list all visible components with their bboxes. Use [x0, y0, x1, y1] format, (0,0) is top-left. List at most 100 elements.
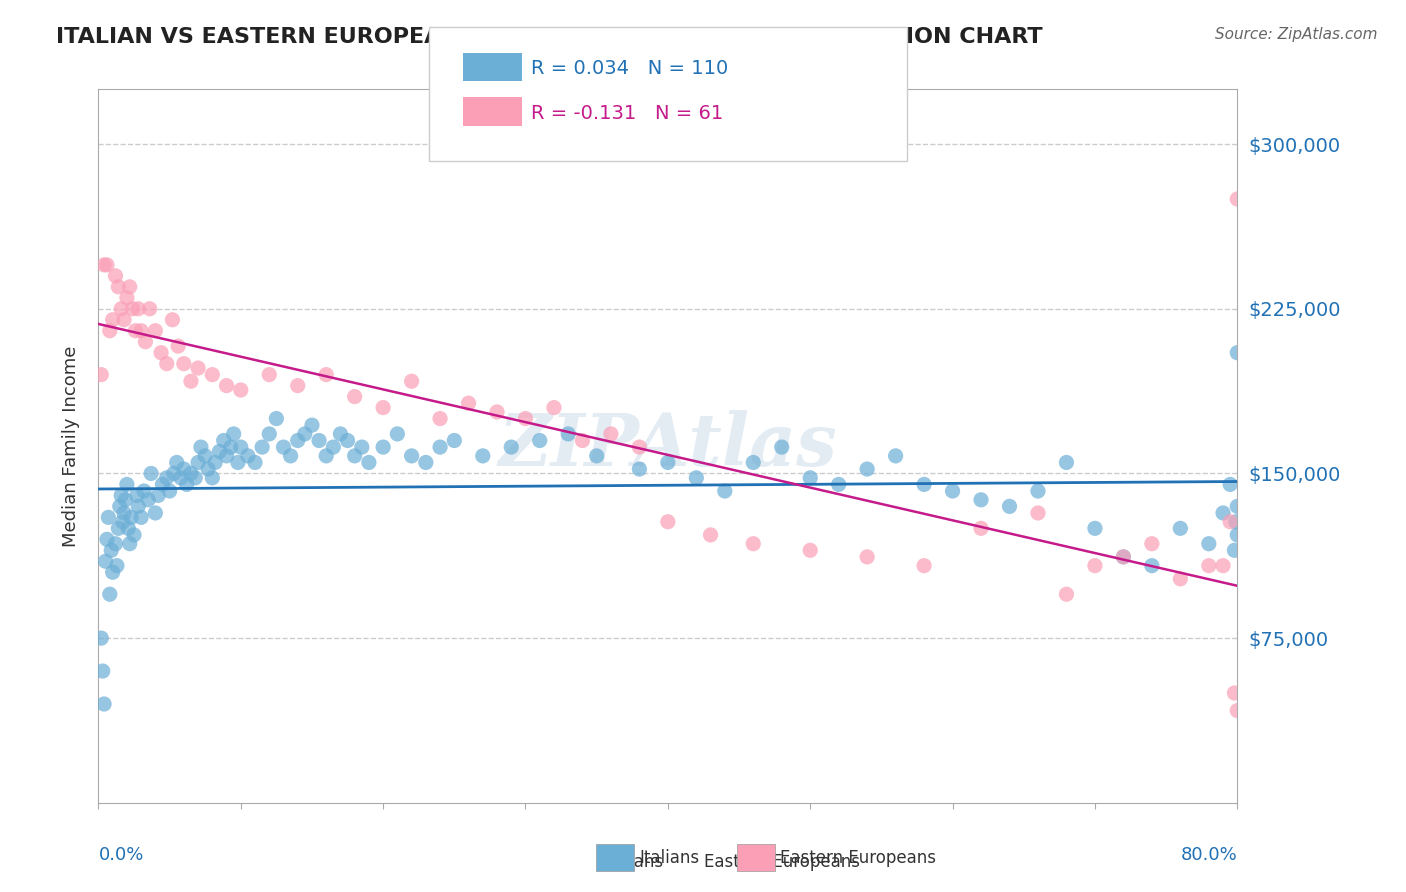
Point: [215, 378, 238, 392]
Point: [94, 554, 117, 568]
Point: [112, 506, 135, 520]
Point: [1084, 521, 1107, 535]
Point: [529, 434, 551, 448]
Point: [287, 434, 309, 448]
Point: [443, 434, 465, 448]
Point: [129, 510, 152, 524]
Point: [107, 280, 129, 294]
Point: [308, 434, 330, 448]
Point: [571, 434, 593, 448]
Point: [100, 543, 122, 558]
Point: [127, 500, 149, 514]
Point: [98, 324, 121, 338]
Point: [1198, 558, 1220, 573]
Text: R = 0.034   N = 110: R = 0.034 N = 110: [531, 59, 728, 78]
Point: [194, 449, 217, 463]
Point: [105, 558, 128, 573]
Point: [770, 440, 793, 454]
Point: [280, 449, 302, 463]
Y-axis label: Median Family Income: Median Family Income: [62, 345, 80, 547]
Point: [429, 440, 451, 454]
Point: [912, 558, 935, 573]
Point: [180, 374, 202, 388]
Point: [93, 258, 115, 272]
Point: [166, 455, 188, 469]
Point: [180, 467, 202, 481]
Point: [101, 566, 124, 580]
Point: [148, 488, 170, 502]
Point: [543, 401, 565, 415]
Point: [104, 268, 127, 283]
Point: [96, 258, 118, 272]
Point: [1225, 515, 1247, 529]
Point: [201, 471, 224, 485]
Point: [90, 631, 112, 645]
Point: [1112, 549, 1135, 564]
Point: [114, 492, 136, 507]
Point: [132, 483, 155, 498]
Point: [515, 411, 537, 425]
Point: [714, 483, 737, 498]
Point: [197, 462, 219, 476]
Point: [657, 515, 679, 529]
Point: [162, 312, 184, 326]
Point: [1212, 506, 1234, 520]
Text: R = -0.131   N = 61: R = -0.131 N = 61: [531, 103, 724, 123]
Point: [117, 521, 139, 535]
Point: [1212, 558, 1234, 573]
Point: [322, 440, 344, 454]
Point: [1219, 515, 1241, 529]
Point: [329, 426, 352, 441]
Point: [145, 324, 167, 338]
Text: 80.0%: 80.0%: [1181, 846, 1237, 863]
Point: [970, 492, 993, 507]
Point: [91, 664, 114, 678]
Point: [343, 449, 366, 463]
Point: [118, 280, 141, 294]
Point: [912, 477, 935, 491]
Point: [942, 483, 965, 498]
Point: [343, 390, 366, 404]
Point: [190, 440, 212, 454]
Point: [201, 368, 224, 382]
Point: [1084, 558, 1107, 573]
Point: [90, 368, 112, 382]
Point: [1140, 558, 1163, 573]
Point: [1198, 537, 1220, 551]
Point: [357, 455, 380, 469]
Point: [401, 449, 423, 463]
Point: [1026, 506, 1049, 520]
Point: [243, 455, 266, 469]
Point: [208, 444, 231, 458]
Text: Italians: Italians: [603, 853, 664, 871]
Point: [250, 440, 273, 454]
Point: [1226, 528, 1249, 542]
Point: [742, 537, 765, 551]
Point: [187, 455, 209, 469]
Point: [156, 357, 179, 371]
Point: [1223, 686, 1246, 700]
Point: [429, 411, 451, 425]
Text: Eastern Europeans: Eastern Europeans: [780, 849, 936, 867]
Point: [970, 521, 993, 535]
Point: [1226, 704, 1249, 718]
Text: Eastern Europeans: Eastern Europeans: [704, 853, 859, 871]
Text: ZIPAtlas: ZIPAtlas: [499, 410, 837, 482]
Point: [401, 374, 423, 388]
Point: [129, 324, 152, 338]
Point: [585, 449, 607, 463]
Point: [118, 537, 141, 551]
Point: [273, 440, 295, 454]
Point: [628, 462, 651, 476]
Point: [145, 506, 167, 520]
Point: [139, 467, 162, 481]
Point: [115, 477, 138, 491]
Point: [112, 312, 135, 326]
Point: [1226, 192, 1249, 206]
Point: [98, 587, 121, 601]
Point: [628, 440, 651, 454]
Point: [156, 471, 179, 485]
Point: [104, 537, 127, 551]
Point: [173, 357, 195, 371]
Point: [127, 301, 149, 316]
